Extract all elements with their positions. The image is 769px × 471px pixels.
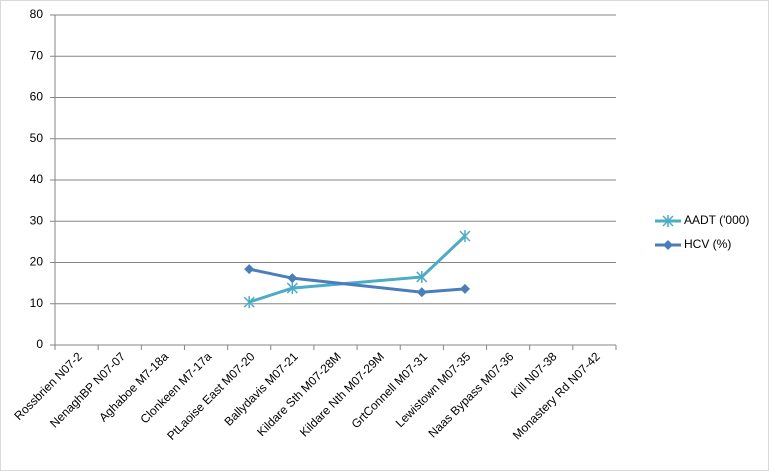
y-tick-label: 10 bbox=[30, 296, 44, 310]
legend-marker bbox=[662, 215, 674, 227]
y-tick-label: 40 bbox=[30, 172, 44, 186]
series-line bbox=[248, 267, 466, 294]
y-tick-label: 30 bbox=[30, 213, 44, 227]
series-line bbox=[248, 235, 466, 304]
y-tick-label: 70 bbox=[30, 48, 44, 62]
point bbox=[459, 230, 471, 243]
y-tick-label: 80 bbox=[30, 7, 44, 21]
y-tick-label: 20 bbox=[30, 255, 44, 269]
point bbox=[416, 270, 428, 283]
point bbox=[459, 283, 470, 294]
point bbox=[286, 282, 298, 295]
point bbox=[416, 287, 427, 298]
y-tick-label: 60 bbox=[30, 90, 44, 104]
legend-label: HCV (%) bbox=[684, 237, 731, 251]
point bbox=[244, 264, 255, 275]
point bbox=[287, 273, 298, 284]
point bbox=[243, 296, 255, 309]
y-tick-label: 0 bbox=[36, 337, 43, 351]
y-tick-label: 50 bbox=[30, 131, 44, 145]
legend-label: AADT ('000) bbox=[684, 213, 749, 227]
legend-marker bbox=[663, 240, 673, 250]
